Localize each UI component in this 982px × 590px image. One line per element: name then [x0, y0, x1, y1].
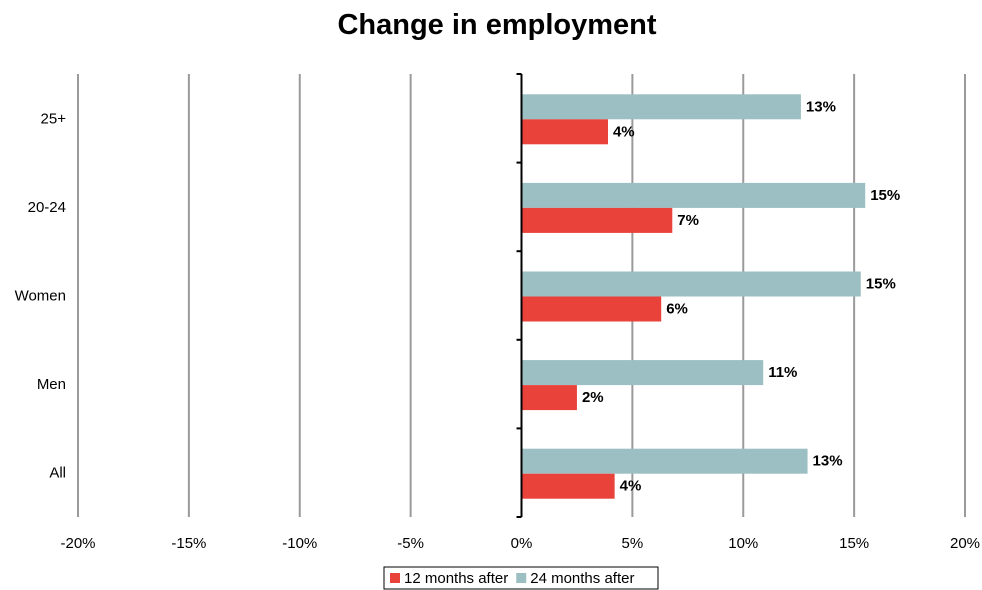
legend-swatch [390, 573, 400, 583]
x-tick-label: 20% [950, 535, 980, 552]
legend-swatch [516, 573, 527, 583]
bar [521, 94, 801, 120]
bar [521, 207, 673, 233]
legend-label: 24 months after [530, 570, 634, 587]
data-label: 2% [582, 389, 604, 406]
bar [521, 182, 866, 208]
bar [521, 296, 662, 322]
data-label: 11% [768, 364, 797, 381]
x-tick-label: 15% [839, 535, 869, 552]
bar [521, 271, 861, 297]
category-label: 25+ [41, 110, 67, 127]
category-label: All [49, 465, 66, 482]
x-tick-label: -5% [397, 535, 424, 552]
x-tick-label: -20% [60, 535, 95, 552]
category-label: Men [37, 376, 66, 393]
x-tick-label: 10% [728, 535, 758, 552]
x-tick-label: 0% [511, 535, 533, 552]
category-label: Women [15, 288, 66, 305]
data-label: 7% [677, 212, 699, 229]
x-tick-label: -10% [282, 535, 317, 552]
labels: -20% -15% -10% -5% 0% 5% 10% 15% 20% 25+ 13% 4% 20-2… [15, 98, 980, 552]
bars [521, 94, 866, 499]
x-tick-label: 5% [622, 535, 644, 552]
data-label: 13% [813, 453, 843, 470]
data-label: 15% [866, 276, 896, 293]
data-label: 15% [870, 187, 900, 204]
data-label: 13% [806, 98, 836, 115]
bar [521, 385, 577, 411]
x-tick-label: -15% [171, 535, 206, 552]
data-label: 4% [620, 478, 642, 495]
bar [521, 448, 808, 474]
legend: 12 months after 24 months after [383, 566, 659, 590]
chart-title: Change in employment [337, 9, 656, 41]
data-label: 4% [613, 123, 635, 140]
bar [521, 473, 615, 499]
data-label: 6% [666, 301, 688, 318]
legend-label: 12 months after [404, 570, 508, 587]
category-label: 20-24 [28, 199, 66, 216]
bar [521, 360, 764, 386]
axes [516, 73, 523, 518]
bar [521, 119, 608, 145]
